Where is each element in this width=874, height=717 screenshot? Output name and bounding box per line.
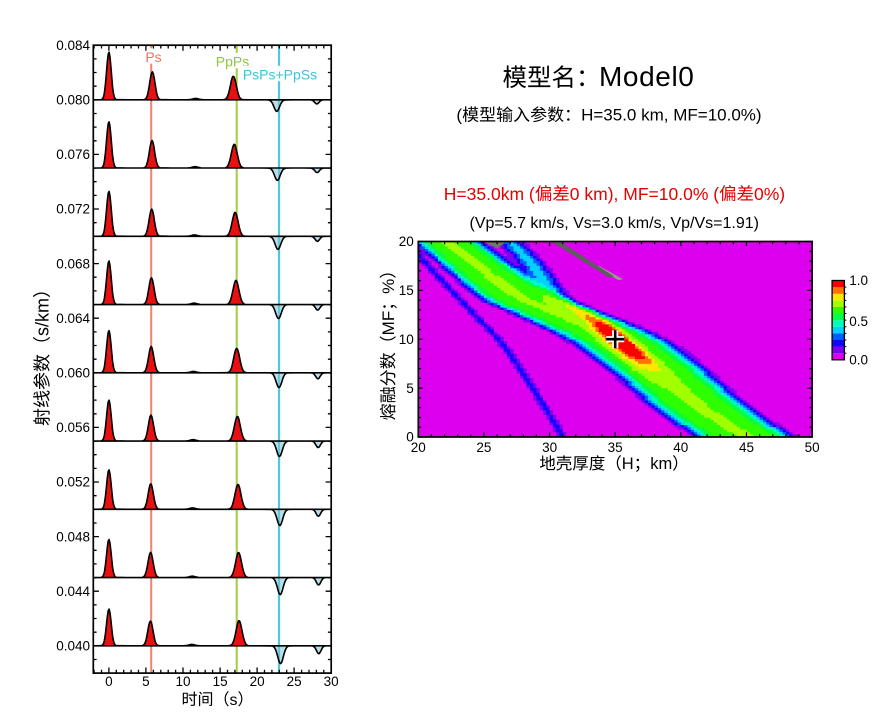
svg-text:H=35.0 km, MF=10.0%): H=35.0 km, MF=10.0%)	[581, 106, 761, 125]
svg-text:20: 20	[250, 674, 265, 689]
svg-text:PsPs+PpSs: PsPs+PpSs	[243, 67, 317, 83]
svg-text:5: 5	[406, 381, 414, 396]
svg-text:0.064: 0.064	[56, 311, 90, 326]
svg-text:25: 25	[476, 440, 491, 455]
svg-text:s/km: s/km	[32, 298, 52, 336]
svg-text:10: 10	[175, 674, 190, 689]
svg-text:0.056: 0.056	[56, 420, 90, 435]
svg-text:(: (	[456, 106, 462, 125]
svg-text:Model0: Model0	[599, 61, 694, 92]
svg-text:45: 45	[739, 440, 754, 455]
svg-text:%: %	[379, 279, 398, 294]
svg-text:Ps: Ps	[145, 49, 161, 65]
svg-text:1.0: 1.0	[849, 273, 868, 288]
svg-text:0.080: 0.080	[56, 93, 90, 108]
svg-text:s: s	[230, 692, 238, 709]
svg-text:0.072: 0.072	[56, 202, 90, 217]
svg-text:0.040: 0.040	[56, 639, 90, 654]
svg-text:0.5: 0.5	[849, 314, 868, 329]
svg-text:10: 10	[399, 332, 414, 347]
svg-text:15: 15	[213, 674, 228, 689]
svg-text:0.052: 0.052	[56, 475, 90, 490]
svg-text:0.048: 0.048	[56, 529, 90, 544]
svg-text:35: 35	[608, 440, 623, 455]
svg-text:(Vp=5.7 km/s, Vs=3.0 km/s, Vp/: (Vp=5.7 km/s, Vs=3.0 km/s, Vp/Vs=1.91)	[470, 215, 759, 232]
svg-text:0.068: 0.068	[56, 256, 90, 271]
svg-text:0.060: 0.060	[56, 366, 90, 381]
svg-text:50: 50	[805, 440, 820, 455]
svg-text:PpPs: PpPs	[216, 54, 249, 70]
svg-text:0: 0	[406, 430, 414, 445]
svg-text:25: 25	[287, 674, 302, 689]
svg-text:20: 20	[411, 440, 426, 455]
svg-text:H=35.0km (: H=35.0km (	[444, 184, 535, 204]
svg-text:0.084: 0.084	[56, 38, 90, 53]
svg-text:0.076: 0.076	[56, 147, 90, 162]
svg-text:20: 20	[399, 234, 414, 249]
svg-text:0%): 0%)	[754, 184, 785, 204]
svg-text:0.0: 0.0	[849, 352, 868, 367]
svg-text:0.044: 0.044	[56, 584, 90, 599]
svg-text:30: 30	[542, 440, 557, 455]
svg-text:H: H	[622, 455, 634, 473]
svg-text:km: km	[650, 455, 672, 473]
svg-text:40: 40	[673, 440, 688, 455]
svg-text:5: 5	[142, 674, 150, 689]
svg-text:0: 0	[105, 674, 113, 689]
svg-text:30: 30	[324, 674, 339, 689]
svg-text:MF: MF	[379, 311, 398, 336]
svg-text:0 km), MF=10.0% (: 0 km), MF=10.0% (	[570, 184, 719, 204]
svg-text:15: 15	[399, 283, 414, 298]
